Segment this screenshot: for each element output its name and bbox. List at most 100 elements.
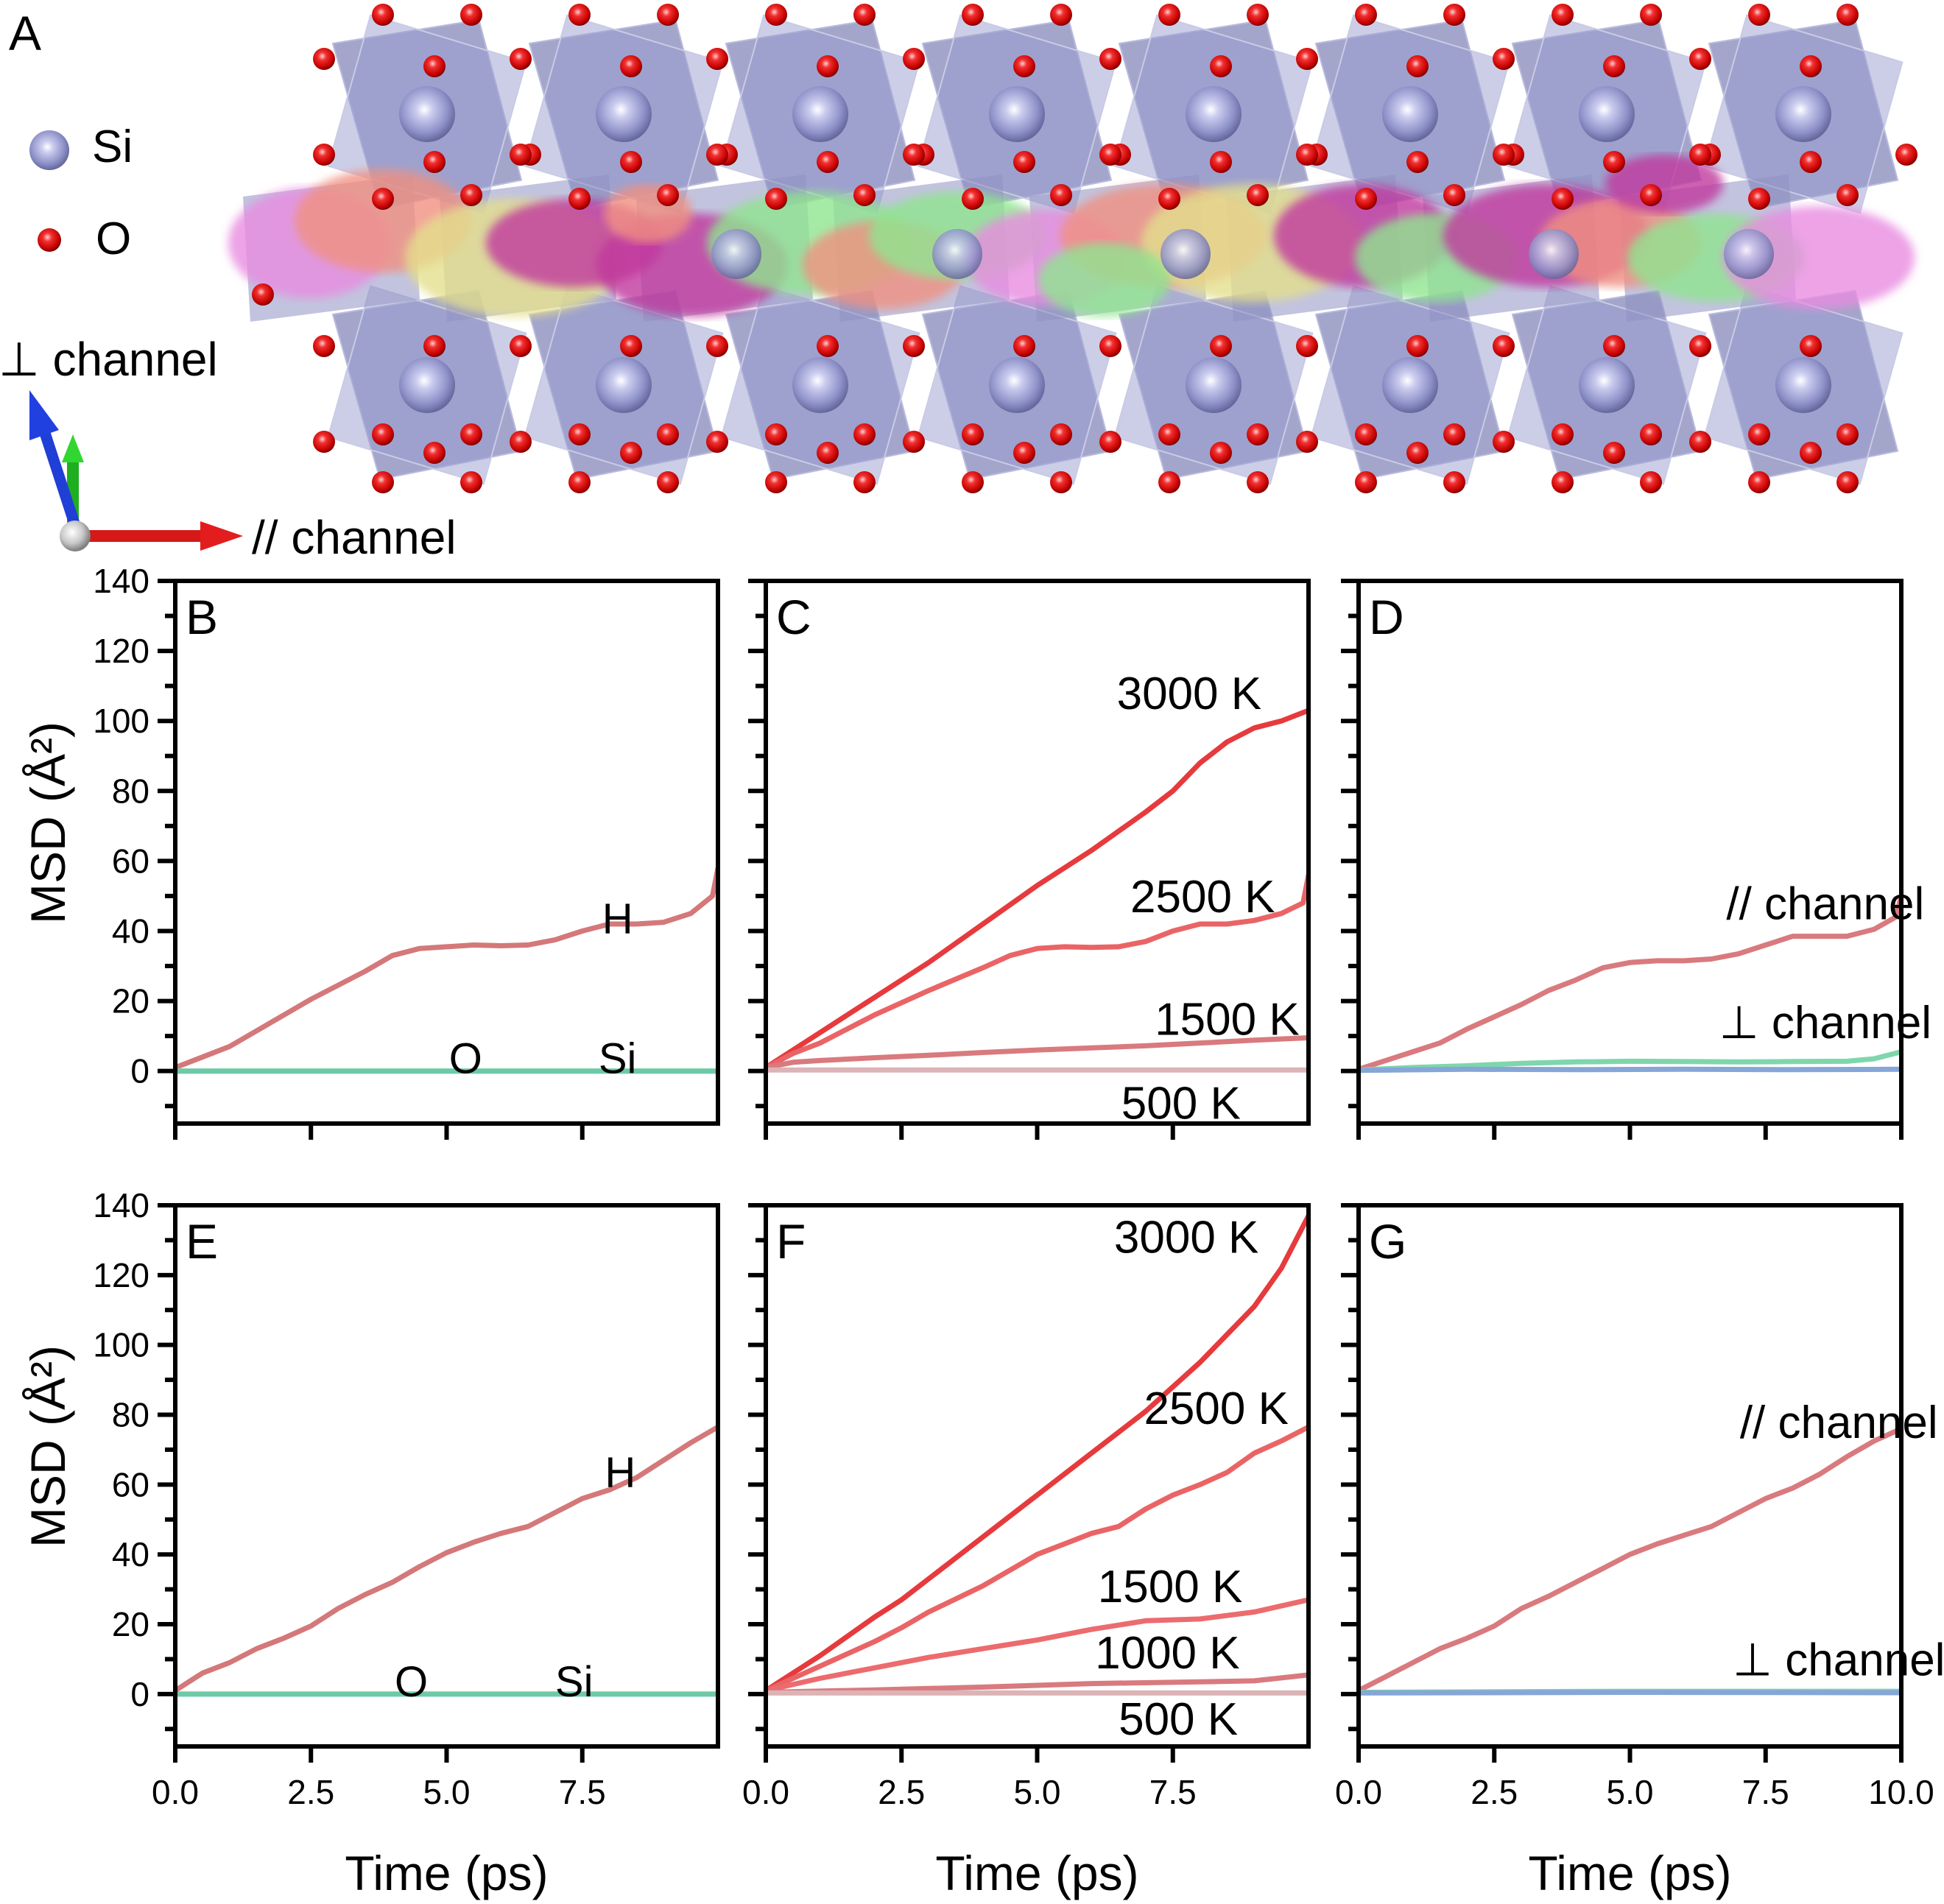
y-tick-label: 120 xyxy=(93,1256,149,1294)
chart-panel-g: 0.0 2.5 5.0 7.5 10.0 Time (ps) G // channel ⊥ ch… xyxy=(1335,1203,1944,1900)
series-line-3000-k xyxy=(766,1213,1309,1693)
si-atom xyxy=(596,357,652,413)
o-atom xyxy=(962,423,984,445)
x-tick-label: 7.5 xyxy=(1149,1773,1197,1811)
o-atom xyxy=(1013,55,1035,77)
structure-panel: A Si O ⊥ channel // c xyxy=(0,4,1917,564)
axis-triad: ⊥ channel // channel xyxy=(0,333,457,564)
plot-area xyxy=(1359,1426,1901,1696)
o-atom xyxy=(1552,423,1574,445)
chart-panel-d: D // channel ⊥ channel xyxy=(1341,579,1931,1140)
x-tick-label: 5.0 xyxy=(1014,1773,1061,1811)
o-atom xyxy=(423,442,446,464)
o-atom xyxy=(510,335,532,357)
o-atom xyxy=(1603,151,1625,173)
y-tick-label: 140 xyxy=(93,562,149,600)
o-atom xyxy=(1210,335,1232,357)
series-line-2500-k xyxy=(766,1424,1309,1693)
o-atom xyxy=(372,423,394,445)
trajectory-cloud xyxy=(1038,243,1171,317)
o-atom xyxy=(1640,423,1662,445)
y-tick-label: 100 xyxy=(93,1326,149,1364)
o-atom xyxy=(1247,4,1269,26)
o-atom xyxy=(1640,184,1662,206)
o-atom xyxy=(568,188,591,210)
o-atom xyxy=(1210,55,1232,77)
series-annotation: 1500 K xyxy=(1155,994,1300,1045)
o-atom xyxy=(1099,431,1121,453)
o-atom xyxy=(657,4,679,26)
o-atom xyxy=(1296,144,1318,166)
o-atom xyxy=(1800,335,1822,357)
o-atom xyxy=(1748,471,1770,493)
plot-area xyxy=(766,1213,1309,1696)
y-axis-label: MSD (Å²) xyxy=(21,722,75,924)
o-atom xyxy=(423,335,446,357)
panel-label-f: F xyxy=(776,1214,806,1269)
o-atom xyxy=(1158,188,1180,210)
x-axis-label: Time (ps) xyxy=(1528,1846,1731,1900)
o-atom xyxy=(657,423,679,445)
msd-charts: 0 20 40 60 80 100 120 140 MSD (Å²) B H O Si C 3000 K 25… xyxy=(21,562,1944,1900)
origin-sphere-icon xyxy=(60,521,91,551)
y-tick-label: 80 xyxy=(112,772,149,810)
o-atom xyxy=(1247,184,1269,206)
panel-label-a: A xyxy=(9,6,41,60)
o-atom xyxy=(1355,188,1377,210)
y-tick-label: 20 xyxy=(112,1605,149,1643)
trajectory-cloud xyxy=(604,184,692,243)
si-atom xyxy=(1775,357,1831,413)
o-atom xyxy=(1836,423,1859,445)
series-annotation: 2500 K xyxy=(1144,1383,1289,1434)
o-atom xyxy=(1406,151,1429,173)
y-tick-label: 40 xyxy=(112,1535,149,1573)
y-tick-label: 100 xyxy=(93,702,149,740)
o-atom xyxy=(1296,431,1318,453)
x-tick-label: 2.5 xyxy=(287,1773,334,1811)
si-atom xyxy=(1579,86,1635,142)
o-atom xyxy=(657,471,679,493)
series-annotation: 3000 K xyxy=(1117,669,1262,719)
si-atom-icon xyxy=(29,130,69,170)
o-atom xyxy=(962,188,984,210)
si-atom xyxy=(596,86,652,142)
o-atom xyxy=(1552,471,1574,493)
o-atom xyxy=(1552,4,1574,26)
o-atom xyxy=(1748,423,1770,445)
series-annotation: Si xyxy=(555,1658,594,1706)
o-atom xyxy=(1406,55,1429,77)
x-tick-label: 2.5 xyxy=(1471,1773,1518,1811)
si-atom xyxy=(989,357,1045,413)
o-atom xyxy=(620,335,642,357)
y-tick-label: 140 xyxy=(93,1186,149,1224)
o-atom xyxy=(1158,4,1180,26)
si-atom xyxy=(1724,229,1774,279)
o-atom xyxy=(1689,335,1711,357)
o-atom xyxy=(817,335,839,357)
series-line-1000-k xyxy=(766,1672,1309,1695)
panel-label-c: C xyxy=(776,590,811,644)
o-atom xyxy=(765,471,787,493)
legend-label-o: O xyxy=(96,214,131,264)
o-atom xyxy=(903,431,925,453)
si-atom xyxy=(792,86,848,142)
o-atom xyxy=(817,151,839,173)
si-atom xyxy=(399,86,455,142)
o-atom xyxy=(1210,442,1232,464)
o-atom xyxy=(1603,55,1625,77)
o-atom xyxy=(1603,335,1625,357)
o-atom xyxy=(1099,48,1121,70)
o-atom xyxy=(903,48,925,70)
z-axis-arrow-icon xyxy=(29,390,82,532)
o-atom xyxy=(1355,423,1377,445)
o-atom xyxy=(903,335,925,357)
o-atom xyxy=(706,431,728,453)
series-annotation: O xyxy=(449,1035,482,1083)
series-annotation: 1500 K xyxy=(1098,1562,1243,1612)
si-atom xyxy=(399,357,455,413)
series-line-channel xyxy=(1359,1426,1901,1693)
chart-panel-f: 0.0 2.5 5.0 7.5 Time (ps) F 3000 K 2500 K 1500 K… xyxy=(742,1203,1311,1900)
series-line-3000-k xyxy=(766,708,1309,1071)
si-atom xyxy=(1161,229,1211,279)
o-atom xyxy=(853,184,876,206)
